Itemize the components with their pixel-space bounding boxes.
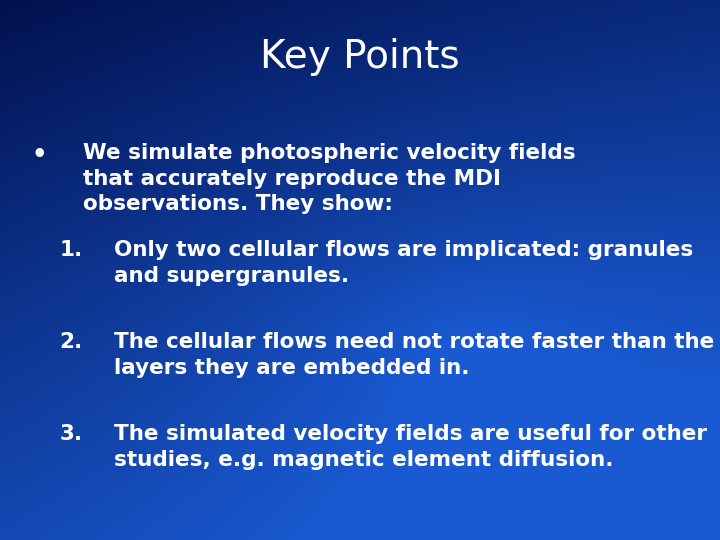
Text: The simulated velocity fields are useful for other
studies, e.g. magnetic elemen: The simulated velocity fields are useful… xyxy=(114,424,707,469)
Text: 2.: 2. xyxy=(60,332,83,352)
Text: We simulate photospheric velocity fields
that accurately reproduce the MDI
obser: We simulate photospheric velocity fields… xyxy=(83,143,575,214)
Text: •: • xyxy=(32,143,48,167)
Text: 3.: 3. xyxy=(60,424,83,444)
Text: 1.: 1. xyxy=(60,240,83,260)
Text: Only two cellular flows are implicated: granules
and supergranules.: Only two cellular flows are implicated: … xyxy=(114,240,693,286)
Text: Key Points: Key Points xyxy=(260,38,460,76)
Text: The cellular flows need not rotate faster than the
layers they are embedded in.: The cellular flows need not rotate faste… xyxy=(114,332,714,377)
